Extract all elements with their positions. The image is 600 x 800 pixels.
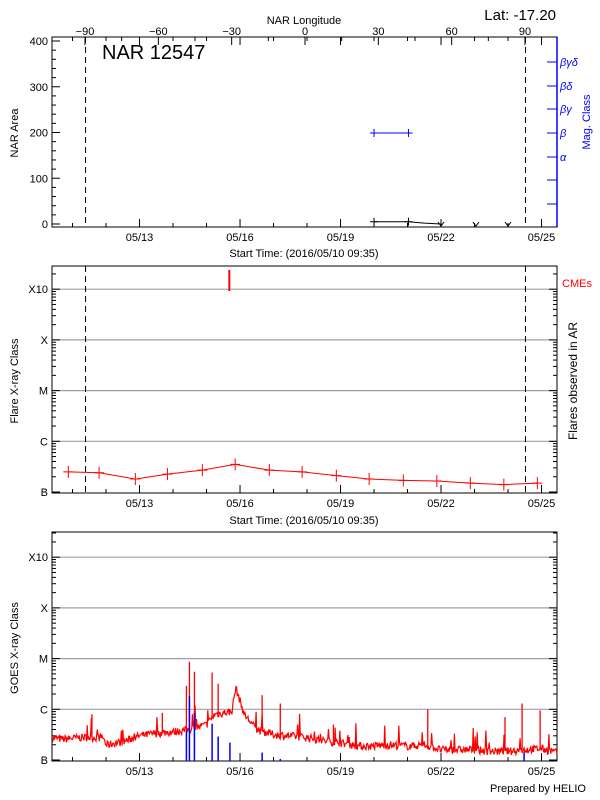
longitude-tick-label: 90 [519, 26, 531, 38]
area-tick-label: 400 [30, 36, 48, 48]
flare-point-marker [197, 464, 208, 477]
class-tick-label: X10 [28, 552, 48, 564]
longitude-tick-label: 60 [446, 26, 458, 38]
plot-frame [51, 36, 558, 228]
area-point-marker [404, 217, 413, 226]
time-tick-label: 05/22 [427, 498, 455, 510]
panel-goes: GOES X-ray Class Prepared by HELIO 05/13… [9, 531, 586, 795]
area-tick-label: 100 [30, 173, 48, 185]
time-tick-label: 05/16 [226, 498, 254, 510]
magclass-tick-label: βγδ [559, 57, 579, 69]
flare-point-marker [431, 474, 442, 487]
class-tick-label: B [41, 755, 48, 767]
magclass-tick-label: βγ [559, 104, 573, 116]
longitude-tick-label: −60 [149, 26, 168, 38]
area-line [374, 221, 442, 225]
class-tick-label: X10 [28, 284, 48, 296]
area-zero-marker [504, 221, 512, 227]
nar-title: NAR 12547 [102, 42, 205, 64]
magclass-point-marker [404, 129, 413, 137]
class-tick-label: M [39, 654, 48, 666]
time-tick-label: 05/22 [427, 766, 455, 778]
flare-point-marker [94, 466, 105, 479]
goes-flux-line [51, 685, 558, 757]
flare-line [68, 463, 538, 486]
magclass-axis-label: Mag. Class [581, 94, 593, 150]
time-tick-label: 05/13 [126, 766, 154, 778]
flare-point-marker [532, 477, 543, 490]
area-point-marker [370, 217, 379, 226]
time-tick-label: 05/19 [327, 498, 355, 510]
time-tick-label: 05/19 [327, 232, 355, 244]
magclass-tick-label: βδ [559, 81, 573, 93]
class-tick-label: M [39, 386, 48, 398]
goes-axis-label: GOES X-ray Class [9, 602, 21, 694]
flare-point-marker [364, 473, 375, 486]
class-tick-label: C [40, 436, 48, 448]
flare-point-marker [230, 458, 241, 471]
area-zero-marker [437, 221, 445, 227]
class-tick-label: X [41, 603, 49, 615]
footer-credit: Prepared by HELIO [490, 783, 586, 795]
panel-nar-area: NAR Longitude Lat: -17.20 NAR 12547 NAR … [9, 7, 593, 260]
class-tick-label: X [41, 335, 49, 347]
area-tick-label: 0 [42, 219, 48, 231]
flare-point-marker [264, 464, 275, 477]
flare-point-marker [398, 474, 409, 487]
plot-frame [51, 531, 558, 762]
time-axis-label-2: Start Time: (2016/05/10 09:35) [229, 515, 378, 527]
panel-flares: Flare X-ray Class Flares observed in AR … [9, 265, 592, 527]
time-tick-label: 05/16 [226, 766, 254, 778]
flares-observed-axis-label: Flares observed in AR [566, 322, 580, 440]
plot-frame [51, 265, 558, 494]
area-zero-marker [472, 221, 480, 227]
longitude-tick-label: 30 [372, 26, 384, 38]
time-tick-label: 05/22 [427, 232, 455, 244]
flare-point-marker [498, 478, 509, 491]
class-tick-label: B [41, 487, 48, 499]
longitude-tick-label: −30 [222, 26, 241, 38]
time-tick-label: 05/13 [126, 232, 154, 244]
time-tick-label: 05/25 [528, 232, 556, 244]
longitude-tick-label: 0 [302, 26, 308, 38]
magclass-tick-label: β [559, 128, 567, 140]
area-tick-label: 300 [30, 82, 48, 94]
time-tick-label: 05/13 [126, 498, 154, 510]
longitude-tick-label: −90 [76, 26, 95, 38]
magclass-point-marker [370, 129, 379, 137]
flare-point-marker [297, 465, 308, 478]
flare-point-marker [162, 468, 173, 481]
time-tick-label: 05/25 [528, 766, 556, 778]
flare-class-axis-label: Flare X-ray Class [9, 338, 21, 423]
magclass-tick-label: α [560, 152, 567, 164]
flare-point-marker [331, 469, 342, 482]
flare-point-marker [465, 477, 476, 490]
flare-point-marker [130, 473, 141, 486]
time-axis-label-1: Start Time: (2016/05/10 09:35) [229, 248, 378, 260]
flare-point-marker [63, 465, 74, 478]
time-tick-label: 05/16 [226, 232, 254, 244]
area-tick-label: 200 [30, 128, 48, 140]
time-tick-label: 05/19 [327, 766, 355, 778]
time-tick-label: 05/25 [528, 498, 556, 510]
cme-legend: CMEs [562, 278, 592, 290]
longitude-axis-label: NAR Longitude [267, 15, 342, 27]
latitude-label: Lat: -17.20 [484, 7, 556, 24]
area-axis-label: NAR Area [9, 108, 21, 158]
class-tick-label: C [40, 704, 48, 716]
